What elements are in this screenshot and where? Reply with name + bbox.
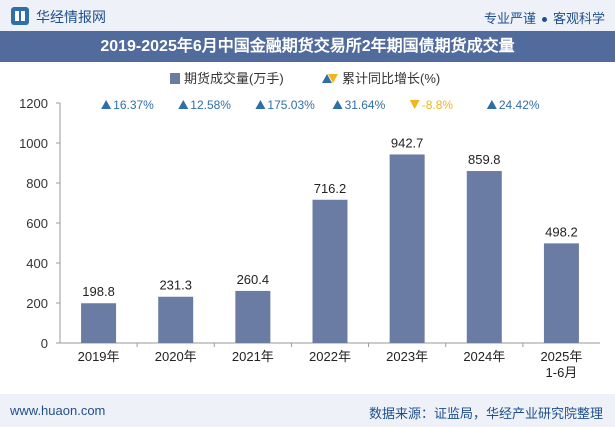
growth-label: 24.42% — [499, 98, 540, 112]
legend-volume-label: 期货成交量(万手) — [184, 71, 284, 86]
y-tick-label: 200 — [26, 296, 48, 311]
chart-title: 2019-2025年6月中国金融期货交易所2年期国债期货成交量 — [0, 31, 615, 62]
x-tick-label: 2019年 — [78, 349, 120, 364]
footer-site: www.huaon.com — [10, 403, 106, 418]
growth-label: -8.8% — [422, 98, 454, 112]
data-labels: 198.8 231.3 260.4 716.2 942.7 859.8 498.2 — [82, 135, 577, 299]
bar — [158, 296, 194, 343]
legend-up-triangle-icon — [322, 74, 332, 83]
bar-value-label: 231.3 — [159, 278, 192, 293]
y-tick-label: 400 — [26, 256, 48, 271]
growth-label: 31.64% — [345, 98, 386, 112]
up-triangle-icon — [332, 100, 343, 109]
growth-label: 12.58% — [190, 98, 231, 112]
bar — [389, 154, 425, 343]
up-triangle-icon — [178, 100, 189, 109]
legend-growth-label: 累计同比增长(%) — [342, 71, 440, 86]
x-tick-label: 2021年 — [232, 349, 274, 364]
y-tick-label: 1200 — [19, 96, 48, 111]
top-bar: 华经情报网 专业严谨 客观科学 — [0, 0, 615, 31]
x-tick-label: 2023年 — [386, 349, 428, 364]
x-tick-label: 1-6月 — [546, 365, 578, 380]
tagline-professional: 专业严谨 — [483, 11, 536, 26]
bar — [312, 199, 348, 343]
bar — [543, 243, 579, 343]
legend-down-triangle-icon — [328, 74, 338, 83]
huajing-logo-icon — [11, 7, 29, 25]
growth-label: 16.37% — [113, 98, 154, 112]
y-tick-label: 1000 — [19, 136, 48, 151]
legend: 期货成交量(万手) 累计同比增长(%) — [170, 71, 440, 86]
up-triangle-icon — [486, 100, 497, 109]
axes: 0 200 400 600 800 1000 1200 2019年 2020年 2021年 2022… — [19, 96, 600, 380]
bar-value-label: 716.2 — [314, 181, 347, 196]
bar — [235, 290, 271, 343]
dot-separator-icon — [541, 17, 547, 23]
brand-name: 华经情报网 — [36, 9, 106, 25]
up-triangle-icon — [255, 100, 266, 109]
y-tick-label: 800 — [26, 176, 48, 191]
legend-bar-swatch — [170, 73, 180, 84]
bars — [81, 154, 579, 343]
y-tick-label: 600 — [26, 216, 48, 231]
x-tick-label: 2022年 — [309, 349, 351, 364]
bar-value-label: 260.4 — [237, 272, 270, 287]
bar — [81, 303, 117, 343]
bar-chart: 期货成交量(万手) 累计同比增长(%) 0 200 400 600 800 1000 1200… — [19, 71, 600, 380]
up-triangle-icon — [101, 100, 112, 109]
tagline-objective: 客观科学 — [552, 11, 605, 26]
data-source: 数据来源：证监局，华经产业研究院整理 — [368, 406, 603, 421]
bar-value-label: 942.7 — [391, 135, 424, 150]
x-tick-label: 2025年 — [540, 349, 582, 364]
tagline: 专业严谨 客观科学 — [484, 8, 605, 27]
x-tick-label: 2020年 — [155, 349, 197, 364]
growth-label: 175.03% — [267, 98, 315, 112]
bar-value-label: 859.8 — [468, 152, 501, 167]
footer-bar: www.huaon.com 数据来源：证监局，华经产业研究院整理 — [0, 394, 615, 427]
bar-value-label: 198.8 — [82, 284, 115, 299]
growth-labels: 16.37% 12.58% 175.03% 31.64% -8.8% 24.42% — [101, 98, 540, 112]
y-tick-label: 0 — [41, 336, 48, 351]
x-tick-label: 2024年 — [463, 349, 505, 364]
down-triangle-icon — [409, 100, 420, 109]
bar-value-label: 498.2 — [545, 224, 578, 239]
bar — [466, 171, 502, 343]
